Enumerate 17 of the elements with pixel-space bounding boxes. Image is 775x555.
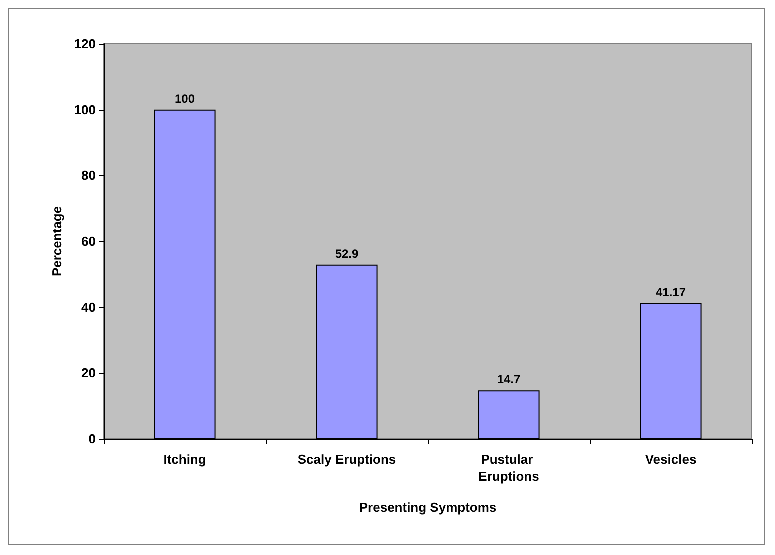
x-axis-title: Presenting Symptoms [359, 500, 497, 515]
x-tick-label: Itching [164, 452, 206, 467]
data-label: 100 [174, 92, 196, 106]
x-tick-label: Scaly Eruptions [298, 452, 396, 467]
y-tick-label: 80 [82, 168, 96, 184]
y-tick-label: 100 [74, 102, 96, 118]
data-label: 14.7 [497, 372, 521, 387]
data-label: 52.9 [335, 246, 359, 261]
x-tick-label: Vesicles [645, 452, 697, 467]
data-label: 41.17 [656, 285, 686, 300]
y-tick-label: 120 [74, 36, 96, 52]
y-tick-label: 20 [82, 366, 96, 381]
y-tick-label: 40 [82, 300, 96, 315]
x-tick-label: Pustular Eruptions [478, 452, 540, 484]
y-tick-label: 60 [82, 234, 96, 249]
y-axis-title: Percentage [49, 206, 64, 277]
y-tick-label: 0 [88, 432, 96, 446]
